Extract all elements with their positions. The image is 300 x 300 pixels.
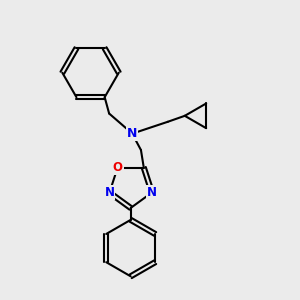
Text: N: N xyxy=(147,186,157,199)
Text: O: O xyxy=(112,161,123,174)
Text: N: N xyxy=(127,127,137,140)
Text: N: N xyxy=(104,186,115,199)
